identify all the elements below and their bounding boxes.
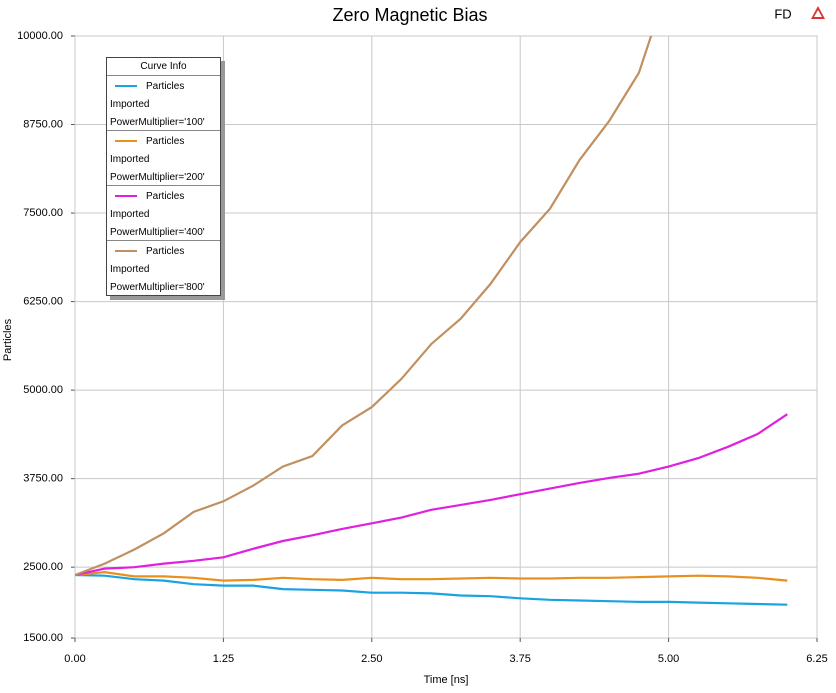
y-tick-label: 3750.00 bbox=[23, 473, 63, 485]
legend-swatch bbox=[115, 250, 137, 252]
legend-entry: Particles Imported PowerMultiplier='200' bbox=[107, 131, 220, 186]
logo bbox=[811, 6, 825, 19]
legend-swatch bbox=[115, 85, 137, 87]
y-tick-label: 6250.00 bbox=[23, 295, 63, 307]
legend: Curve Info Particles Imported PowerMulti… bbox=[106, 57, 221, 296]
chart-title: Zero Magnetic Bias bbox=[332, 5, 487, 25]
legend-label: Particles Imported PowerMultiplier='200' bbox=[110, 136, 205, 183]
y-tick-label: 10000.00 bbox=[17, 30, 63, 42]
series-line bbox=[75, 413, 788, 577]
series-line bbox=[75, 573, 788, 606]
legend-entry: Particles Imported PowerMultiplier='800' bbox=[107, 241, 220, 295]
legend-label: Particles Imported PowerMultiplier='400' bbox=[110, 191, 205, 238]
x-tick-label: 5.00 bbox=[658, 653, 679, 665]
y-axis-label: Particles bbox=[2, 318, 14, 361]
series-line bbox=[75, 36, 653, 577]
legend-swatch bbox=[115, 195, 137, 197]
y-tick-label: 1500.00 bbox=[23, 632, 63, 644]
x-tick-label: 2.50 bbox=[361, 653, 382, 665]
legend-entry: Particles Imported PowerMultiplier='100' bbox=[107, 76, 220, 131]
legend-entry: Particles Imported PowerMultiplier='400' bbox=[107, 186, 220, 241]
series-line bbox=[75, 570, 788, 582]
corner-label: FD bbox=[774, 6, 791, 21]
legend-title: Curve Info bbox=[107, 58, 220, 76]
x-tick-label: 0.00 bbox=[64, 653, 85, 665]
legend-label: Particles Imported PowerMultiplier='800' bbox=[110, 246, 205, 293]
x-tick-label: 6.25 bbox=[806, 653, 827, 665]
legend-label: Particles Imported PowerMultiplier='100' bbox=[110, 81, 205, 128]
y-tick-label: 7500.00 bbox=[23, 207, 63, 219]
legend-swatch bbox=[115, 140, 137, 142]
y-tick-label: 8750.00 bbox=[23, 118, 63, 130]
x-tick-label: 1.25 bbox=[213, 653, 234, 665]
series-group bbox=[75, 36, 788, 606]
x-axis-label: Time [ns] bbox=[424, 674, 469, 686]
y-tick-label: 5000.00 bbox=[23, 384, 63, 396]
x-tick-label: 3.75 bbox=[509, 653, 530, 665]
y-tick-label: 2500.00 bbox=[23, 561, 63, 573]
